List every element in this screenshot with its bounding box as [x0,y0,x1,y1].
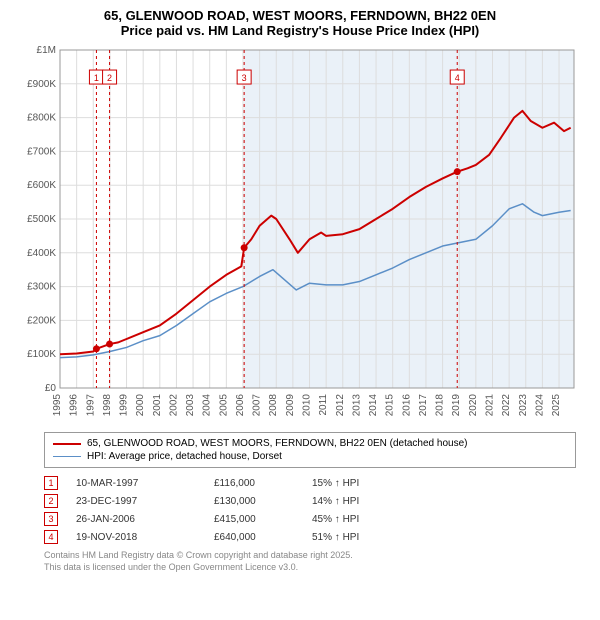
chart-title-line2: Price paid vs. HM Land Registry's House … [10,23,590,38]
transaction-pct: 15% ↑ HPI [312,478,392,489]
svg-text:2015: 2015 [385,394,396,417]
svg-text:2: 2 [107,73,112,83]
svg-text:£1M: £1M [37,45,56,56]
legend-label: 65, GLENWOOD ROAD, WEST MOORS, FERNDOWN,… [87,438,467,449]
transaction-date: 19-NOV-2018 [76,532,196,543]
svg-text:1999: 1999 [119,394,130,417]
svg-text:£0: £0 [45,383,57,394]
legend-swatch [53,456,81,457]
svg-text:2024: 2024 [534,394,545,417]
svg-text:2017: 2017 [418,394,429,417]
svg-text:2006: 2006 [235,394,246,417]
legend-label: HPI: Average price, detached house, Dors… [87,451,282,462]
transaction-marker: 4 [44,530,58,544]
svg-text:2014: 2014 [368,394,379,417]
chart-title-line1: 65, GLENWOOD ROAD, WEST MOORS, FERNDOWN,… [10,8,590,23]
svg-text:2011: 2011 [318,394,329,416]
svg-text:£300K: £300K [27,282,56,293]
chart-area: £0 £100K £200K £300K £400K £500K £600K £700K £80… [20,44,580,424]
svg-text:2013: 2013 [351,394,362,417]
svg-text:2010: 2010 [302,394,313,417]
svg-text:2018: 2018 [435,394,446,417]
transaction-price: £116,000 [214,478,294,489]
table-row: 1 10-MAR-1997 £116,000 15% ↑ HPI [44,474,576,492]
svg-text:2012: 2012 [335,394,346,417]
chart-svg: £0 £100K £200K £300K £400K £500K £600K £700K £80… [20,44,580,424]
svg-text:2009: 2009 [285,394,296,417]
svg-text:2021: 2021 [484,394,495,417]
footer-attribution: Contains HM Land Registry data © Crown c… [44,550,576,573]
svg-text:£800K: £800K [27,113,56,124]
transaction-pct: 45% ↑ HPI [312,514,392,525]
svg-text:2025: 2025 [551,394,562,417]
svg-text:2002: 2002 [168,394,179,417]
transaction-marker: 3 [44,512,58,526]
svg-text:2020: 2020 [468,394,479,417]
svg-text:1997: 1997 [85,394,96,417]
legend-item: HPI: Average price, detached house, Dors… [53,450,567,463]
legend-swatch [53,443,81,445]
transaction-price: £640,000 [214,532,294,543]
table-row: 2 23-DEC-1997 £130,000 14% ↑ HPI [44,492,576,510]
svg-text:£500K: £500K [27,214,56,225]
svg-text:2000: 2000 [135,394,146,417]
svg-text:£700K: £700K [27,146,56,157]
table-row: 4 19-NOV-2018 £640,000 51% ↑ HPI [44,528,576,546]
svg-text:1: 1 [94,73,99,83]
transaction-pct: 51% ↑ HPI [312,532,392,543]
svg-text:2023: 2023 [518,394,529,417]
svg-text:4: 4 [455,73,460,83]
svg-text:2022: 2022 [501,394,512,417]
svg-text:2005: 2005 [218,394,229,417]
svg-text:£100K: £100K [27,349,56,360]
footer-line: This data is licensed under the Open Gov… [44,562,576,574]
legend-item: 65, GLENWOOD ROAD, WEST MOORS, FERNDOWN,… [53,437,567,450]
svg-text:3: 3 [242,73,247,83]
transaction-date: 23-DEC-1997 [76,496,196,507]
svg-text:£200K: £200K [27,315,56,326]
legend: 65, GLENWOOD ROAD, WEST MOORS, FERNDOWN,… [44,432,576,468]
transaction-price: £415,000 [214,514,294,525]
svg-text:1995: 1995 [52,394,63,417]
transaction-date: 10-MAR-1997 [76,478,196,489]
svg-text:£900K: £900K [27,79,56,90]
transaction-price: £130,000 [214,496,294,507]
transaction-date: 26-JAN-2006 [76,514,196,525]
transaction-pct: 14% ↑ HPI [312,496,392,507]
transaction-marker: 1 [44,476,58,490]
svg-text:2019: 2019 [451,394,462,417]
svg-text:2007: 2007 [252,394,263,417]
svg-text:2004: 2004 [202,394,213,417]
table-row: 3 26-JAN-2006 £415,000 45% ↑ HPI [44,510,576,528]
svg-text:1996: 1996 [69,394,80,417]
chart-container: 65, GLENWOOD ROAD, WEST MOORS, FERNDOWN,… [0,0,600,581]
svg-text:2003: 2003 [185,394,196,417]
svg-text:2008: 2008 [268,394,279,417]
svg-text:2016: 2016 [401,394,412,417]
svg-text:£600K: £600K [27,180,56,191]
transaction-table: 1 10-MAR-1997 £116,000 15% ↑ HPI 2 23-DE… [44,474,576,546]
svg-text:1998: 1998 [102,394,113,417]
footer-line: Contains HM Land Registry data © Crown c… [44,550,576,562]
transaction-marker: 2 [44,494,58,508]
svg-text:£400K: £400K [27,248,56,259]
svg-text:2001: 2001 [152,394,163,417]
